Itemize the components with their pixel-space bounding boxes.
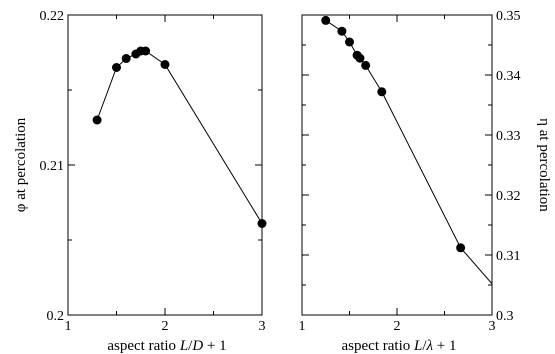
x-axis-label-part: / — [422, 338, 427, 354]
data-point — [121, 54, 131, 63]
y-tick-label: 0.32 — [496, 189, 521, 204]
data-point — [377, 87, 387, 97]
plot-frame — [301, 14, 493, 316]
data-point — [456, 243, 466, 253]
x-tick-label: 3 — [259, 319, 266, 334]
x-axis-label-part: λ — [426, 338, 434, 354]
data-point — [321, 15, 331, 25]
series-line — [325, 19, 492, 285]
x-tick-label: 1 — [65, 319, 72, 334]
y-tick-label: 0.33 — [496, 129, 521, 144]
left-chart-panel: 1 2 3 0.2 0.21 0.22 aspect ratio L/D + 1 φ at p… — [13, 9, 267, 354]
y-tick-label: 0.2 — [47, 309, 65, 324]
series-line — [96, 50, 262, 224]
data-point — [141, 46, 151, 56]
x-axis-label-part: aspect ratio — [107, 338, 179, 354]
y-tick-label: 0.31 — [496, 249, 521, 264]
y-axis-label: η at percolation — [536, 118, 552, 212]
x-axis-label-part: aspect ratio — [342, 338, 414, 354]
data-point — [361, 60, 371, 70]
x-axis-label-part: + 1 — [203, 338, 226, 354]
y-axis-label: φ at percolation — [13, 117, 29, 212]
x-tick-label: 2 — [394, 319, 401, 334]
y-tick-label: 0.35 — [496, 9, 521, 24]
x-axis-label-part: D — [191, 338, 203, 354]
y-tick-label: 0.22 — [40, 9, 65, 24]
data-point — [92, 115, 102, 125]
data-point — [355, 53, 365, 63]
y-tick-label: 0.3 — [496, 309, 514, 324]
data-point — [112, 63, 121, 72]
x-axis-label-part: L — [179, 338, 188, 354]
x-axis-label-part: + 1 — [433, 338, 456, 354]
x-tick-label: 1 — [299, 319, 306, 334]
right-chart-panel: 1 2 30.3 0.31 0.32 0.33 0.34 0.35 aspect ratio L… — [299, 9, 553, 354]
x-axis-label: aspect ratio L/D + 1 — [107, 338, 226, 354]
x-tick-label: 3 — [489, 319, 496, 334]
y-tick-label: 0.21 — [40, 159, 65, 174]
data-point — [337, 26, 347, 36]
data-point — [257, 219, 267, 228]
data-point — [160, 60, 170, 69]
y-tick-label: 0.34 — [496, 69, 521, 84]
x-axis-label: aspect ratio L/λ + 1 — [342, 338, 457, 354]
x-tick-label: 2 — [162, 319, 169, 334]
data-point — [345, 37, 354, 47]
x-axis-label-part: L — [413, 338, 422, 354]
x-axis-label-part: / — [188, 338, 193, 354]
